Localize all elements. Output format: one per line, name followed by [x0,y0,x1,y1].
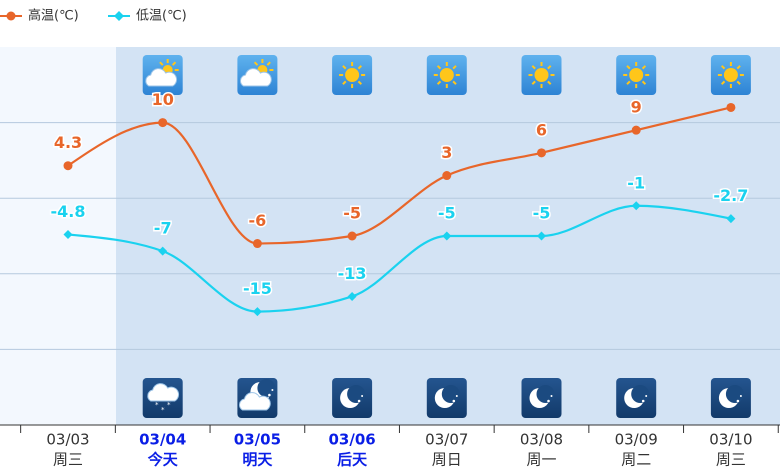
point [347,231,357,241]
x-tick-label: 03/03 [46,431,89,449]
x-day-label: 周一 [526,451,556,469]
x-day-label: 周三 [53,451,83,469]
x-tick-label: 03/08 [520,431,563,449]
series-line [67,106,732,245]
value-label: 3 [441,143,452,162]
x-day-label: 今天 [147,451,179,469]
value-label: -5 [438,204,456,223]
x-tick-label: 03/10 [709,431,752,449]
point [631,125,641,135]
point [63,229,73,239]
value-label: 9 [631,98,642,117]
value-label: 6 [536,120,547,139]
value-label: -2.7 [713,186,748,205]
point [442,171,452,181]
value-label: 4.3 [54,133,82,152]
night-weather-icon [332,378,373,418]
legend-marker [114,11,124,21]
value-label: -5 [343,204,361,223]
svg-text:*: * [161,406,165,414]
x-tick-label: 03/07 [425,431,468,449]
day-weather-icon [237,55,278,95]
value-label: -4.8 [51,202,86,221]
x-day-label: 后天 [337,451,368,469]
value-label: -13 [338,264,367,283]
night-weather-icon: *** [142,378,183,418]
night-weather-icon [237,378,278,418]
x-day-label: 周三 [716,451,746,469]
day-weather-icon [332,55,373,95]
legend-label: 高温(℃) [28,8,79,24]
point [726,214,736,224]
value-label: -7 [154,219,172,238]
value-label: -5 [533,204,551,223]
legend-marker [6,11,16,21]
point [537,148,546,158]
day-weather-icon [616,55,657,95]
value-label: 10 [152,90,174,109]
x-day-label: 周二 [621,451,651,469]
night-weather-icon [426,378,467,418]
point [537,231,546,241]
point [442,231,452,241]
point [631,201,641,211]
value-label: -1 [627,173,645,192]
x-tick-label: 03/04 [139,431,186,449]
point [347,291,357,301]
value-label: -6 [249,211,267,230]
x-tick-label: 03/06 [328,431,375,449]
point [63,161,73,171]
point [252,239,262,249]
point [726,102,736,112]
legend-label: 低温(℃) [136,9,187,24]
value-label: -15 [243,279,272,298]
night-weather-icon [521,378,562,418]
series-line [67,204,732,313]
day-weather-icon [426,55,467,95]
day-weather-icon [142,55,183,95]
x-tick-label: 03/09 [615,431,658,449]
day-weather-icon [710,55,751,95]
day-weather-icon [521,55,562,95]
point [252,307,262,317]
past-band [0,47,116,425]
x-tick-label: 03/05 [234,431,281,449]
night-weather-icon [710,378,751,418]
point [158,246,168,256]
point [158,118,168,128]
svg-text:*: * [167,401,171,409]
x-day-label: 明天 [242,451,273,469]
svg-text:*: * [155,401,159,409]
x-day-label: 周日 [432,451,462,469]
night-weather-icon [616,378,657,418]
